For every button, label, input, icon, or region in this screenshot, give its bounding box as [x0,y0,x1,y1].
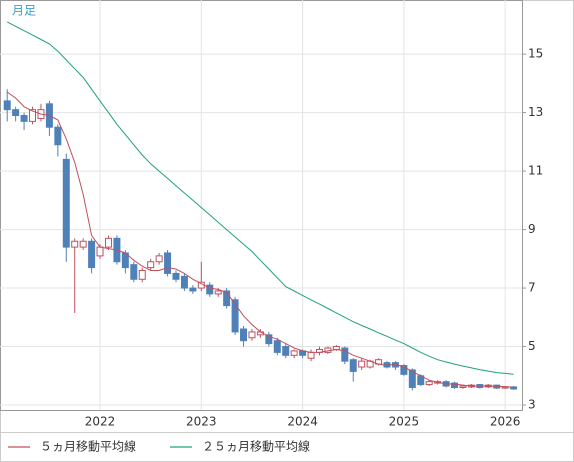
candle-body [349,359,357,372]
candle-body [96,246,104,257]
candle-body [88,240,96,269]
plot-area [0,0,523,411]
candle-body [240,328,248,342]
moving-average-line [6,21,514,375]
candle-body [265,334,273,345]
x-tick-label: 2024 [287,415,318,429]
x-tick-label: 2025 [389,415,420,429]
y-tick-label: 3 [528,398,536,412]
candle-body [231,299,239,333]
candle-body [341,347,349,362]
candle-body [130,264,138,280]
x-tick-label: 2023 [186,415,217,429]
candle-body [451,382,459,388]
candle-body [54,126,62,146]
moving-average-line [6,91,514,388]
candle-body [459,385,467,388]
candle-body [3,100,11,111]
candle-body [282,346,290,356]
y-tick-label: 15 [528,47,543,61]
y-tick-label: 13 [528,105,543,119]
period-label: 月足 [12,4,36,18]
candle-body [206,284,214,295]
candle-body [12,109,20,117]
candle-body [155,255,163,263]
candle-body [273,340,281,353]
candle-body [172,272,180,280]
candle-body [189,287,197,292]
candle-body [214,290,222,295]
candle-body [290,350,298,356]
candle-body [408,369,416,388]
y-tick-label: 5 [528,339,536,353]
candle-body [223,290,231,307]
candle-body [79,240,87,248]
candle-body [164,252,172,274]
x-tick-label: 2026 [490,415,521,429]
candle-body [104,237,112,248]
x-tick-label: 2022 [85,415,116,429]
legend-label: ５ヵ月移動平均線 [40,439,136,454]
candle-body [29,109,37,122]
candle-body [400,365,408,375]
candle-body [71,240,79,248]
candle-body [358,360,366,368]
candle-body [138,270,146,280]
candle-body [180,275,188,289]
candle-body [248,331,256,339]
candle-body [62,158,70,248]
legend-label: ２５ヵ月移動平均線 [202,439,310,454]
y-tick-label: 11 [528,164,543,178]
candle-body [147,261,155,269]
candle-body [20,115,28,122]
candle-body [307,351,315,359]
y-tick-label: 7 [528,281,536,295]
y-tick-label: 9 [528,222,536,236]
candle-body [425,381,433,386]
